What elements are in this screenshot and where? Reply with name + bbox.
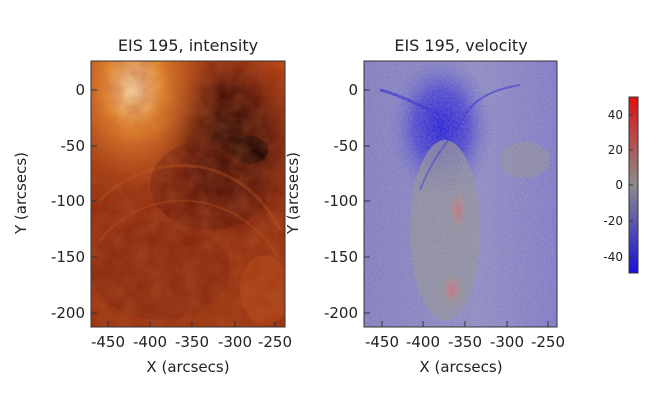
y-tick-label: -50 [61, 137, 86, 155]
colorbar-tick-label: -40 [603, 250, 623, 264]
x-tick-label: -450 [365, 333, 399, 351]
intensity-y-label: Y (arcsecs) [12, 152, 30, 235]
x-tick-label: -350 [448, 333, 482, 351]
colorbar-ticks: 40 20 0 -20 -40 [603, 108, 633, 264]
velocity-panel: EIS 195, velocity -450 -400 -350 -300 -250 0… [284, 36, 565, 376]
y-tick-label: -200 [324, 304, 358, 322]
velocity-image [364, 61, 557, 327]
x-tick-label: -400 [133, 333, 167, 351]
y-tick-label: -150 [51, 248, 85, 266]
colorbar-tick-label: 40 [608, 108, 623, 122]
y-tick-label: -100 [324, 192, 358, 210]
x-tick-label: -300 [218, 333, 252, 351]
colorbar-tick-label: 0 [615, 178, 623, 192]
x-tick-label: -350 [175, 333, 209, 351]
y-tick-label: -150 [324, 248, 358, 266]
y-tick-label: -200 [51, 304, 85, 322]
x-tick-label: -300 [490, 333, 524, 351]
colorbar-tick-label: -20 [603, 214, 623, 228]
velocity-x-ticks: -450 -400 -350 -300 -250 [365, 321, 565, 351]
x-tick-label: -400 [406, 333, 440, 351]
x-tick-label: -450 [91, 333, 125, 351]
intensity-image [91, 61, 285, 327]
velocity-x-label: X (arcsecs) [419, 358, 502, 376]
colorbar: 40 20 0 -20 -40 [603, 96, 639, 274]
velocity-y-ticks: 0 -50 -100 -150 -200 [324, 81, 370, 322]
y-tick-label: -100 [51, 192, 85, 210]
y-tick-label: -50 [334, 137, 359, 155]
intensity-x-ticks: -450 -400 -350 -300 -250 [91, 321, 292, 351]
colorbar-tick-label: 20 [608, 143, 623, 157]
intensity-y-ticks: 0 -50 -100 -150 -200 [51, 81, 97, 322]
velocity-y-label: Y (arcsecs) [284, 152, 302, 235]
y-tick-label: 0 [348, 81, 358, 99]
x-tick-label: -250 [258, 333, 292, 351]
velocity-axes-frame [363, 60, 558, 328]
velocity-title: EIS 195, velocity [394, 36, 527, 55]
y-tick-label: 0 [75, 81, 85, 99]
intensity-axes-frame [90, 60, 286, 328]
intensity-panel: EIS 195, intensity -450 -400 -350 -300 -250 … [12, 36, 292, 376]
intensity-title: EIS 195, intensity [118, 36, 258, 55]
x-tick-label: -250 [531, 333, 565, 351]
intensity-x-label: X (arcsecs) [146, 358, 229, 376]
